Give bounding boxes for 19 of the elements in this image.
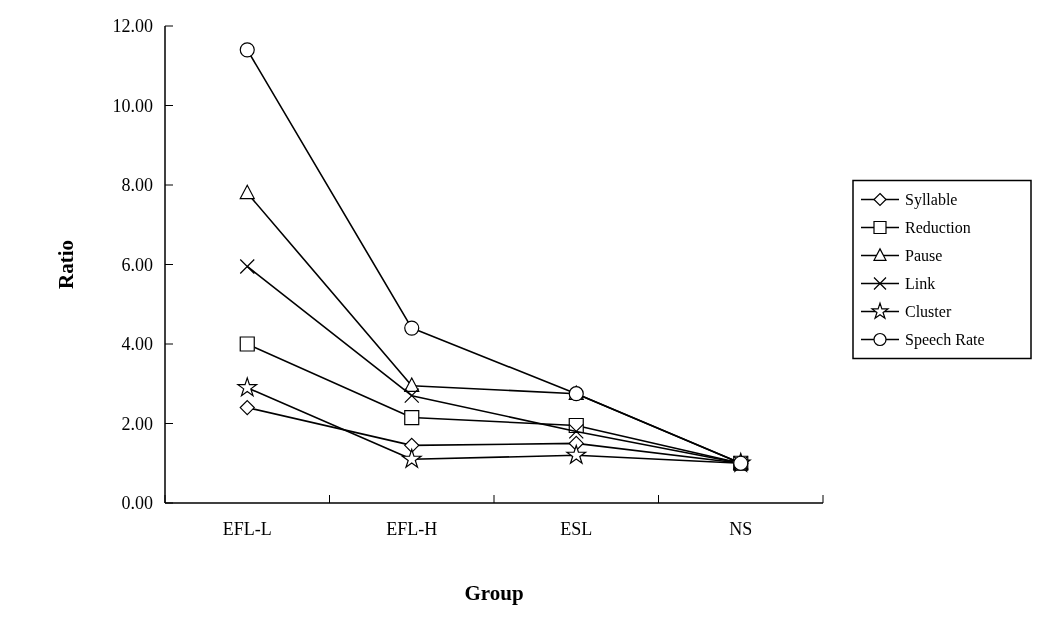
legend-label: Link <box>905 275 936 293</box>
x-tick-label: EFL-H <box>386 519 438 539</box>
y-tick-label: 4.00 <box>121 334 153 355</box>
legend-label: Speech Rate <box>905 331 985 350</box>
y-tick-label: 12.00 <box>112 16 153 37</box>
x-tick-label: ESL <box>560 519 593 539</box>
y-tick-label: 2.00 <box>121 413 153 434</box>
legend-label: Cluster <box>905 303 952 321</box>
y-tick-label: 8.00 <box>121 175 153 196</box>
legend-label: Pause <box>905 247 943 265</box>
x-tick-label: NS <box>729 519 753 539</box>
y-tick-label: 6.00 <box>121 254 153 275</box>
legend-label: Syllable <box>905 191 958 210</box>
x-axis-title: Group <box>464 581 524 605</box>
x-tick-label: EFL-L <box>222 519 272 539</box>
y-tick-label: 0.00 <box>121 493 153 514</box>
legend-label: Reduction <box>905 219 971 237</box>
y-axis-title: Ratio <box>54 240 78 289</box>
y-tick-label: 10.00 <box>112 95 153 116</box>
